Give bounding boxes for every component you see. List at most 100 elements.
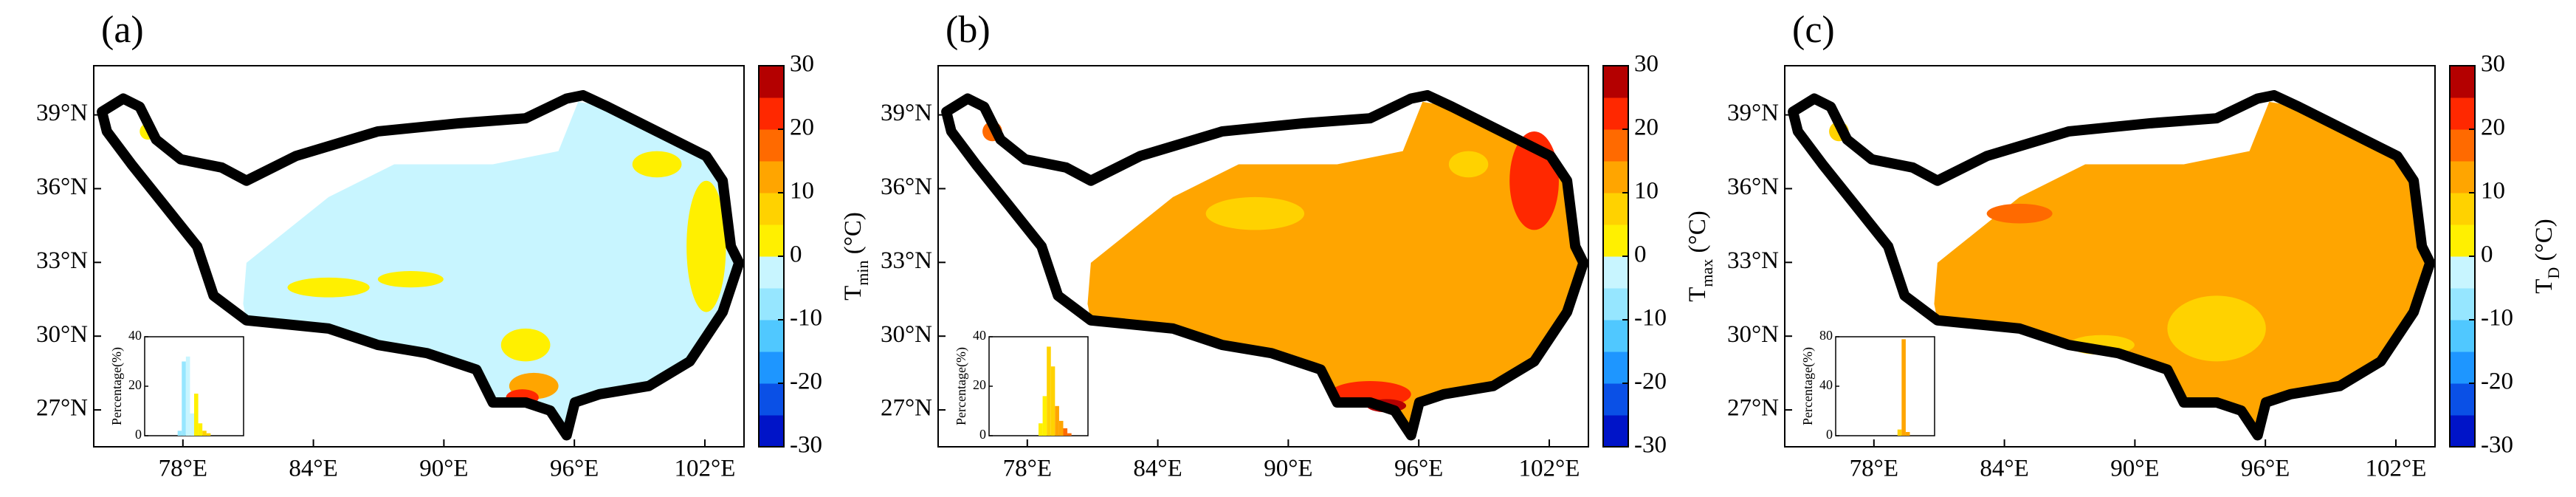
colorbar-segment [1603, 193, 1628, 225]
colorbar-unit: (°C) [840, 212, 867, 260]
colorbar-segment [2450, 66, 2475, 98]
colorbar-segment [759, 161, 784, 193]
inset-y-label: Percentage(%) [109, 347, 125, 425]
colorbar-tick-label: 30 [790, 51, 814, 78]
x-tick-label: 102°E [675, 456, 736, 482]
colorbar-symbol: T [1684, 287, 1711, 302]
panel: (b) 78°E 84°E 90°E 96°E 102°E 27°N 30°N 33°N 36°N… [881, 9, 1716, 482]
colorbar-segment [2450, 320, 2475, 352]
map-field [1934, 101, 2431, 436]
colorbar-tick-label: -20 [790, 369, 822, 395]
inset-y-tick-label: 40 [973, 328, 986, 343]
colorbar-segment [2450, 97, 2475, 130]
x-tick-label: 78°E [1003, 456, 1052, 482]
colorbar-tick-label: -20 [1634, 369, 1667, 395]
plateau-outline [941, 90, 1589, 441]
y-tick-label: 33°N [36, 247, 88, 274]
colorbar-segment [759, 383, 784, 416]
colorbar-tick-label: 10 [790, 178, 814, 205]
colorbar-segment [1603, 97, 1628, 130]
colorbar-segment [759, 352, 784, 384]
colorbar-unit: (°C) [2531, 219, 2558, 267]
colorbar-tick-label: 0 [790, 241, 802, 268]
inset-y-tick-label: 40 [128, 328, 142, 343]
y-tick-label: 39°N [881, 100, 932, 126]
histogram-bar [206, 433, 211, 436]
x-tick-label: 96°E [2241, 456, 2290, 482]
y-tick-label: 36°N [36, 174, 88, 200]
colorbar-segment [2450, 224, 2475, 257]
x-tick-label: 96°E [550, 456, 599, 482]
colorbar-tick-label: -10 [790, 305, 822, 332]
colorbar-segment [2450, 352, 2475, 384]
colorbar-segment [2450, 415, 2475, 448]
colorbar-symbol: T [2531, 279, 2558, 294]
colorbar-segment [1603, 224, 1628, 257]
histogram-bar [1063, 428, 1068, 436]
histogram-bar [1055, 405, 1059, 436]
colorbar-segment [1603, 415, 1628, 448]
panel-label: (c) [1792, 9, 1835, 51]
x-tick-label: 84°E [1980, 456, 2028, 482]
map-patch [632, 151, 682, 178]
y-tick-label: 33°N [1727, 247, 1779, 274]
colorbar-segment [1603, 352, 1628, 384]
y-tick-label: 36°N [881, 174, 932, 200]
colorbar-tick-label: 20 [1634, 114, 1659, 141]
y-tick-label: 33°N [881, 247, 932, 274]
x-tick-label: 96°E [1394, 456, 1443, 482]
colorbar-tick-label: 10 [2481, 178, 2505, 205]
colorbar-segment [1603, 383, 1628, 416]
histogram-bar [190, 413, 194, 436]
map-field [1087, 101, 1584, 436]
colorbar-segment [1603, 288, 1628, 321]
inset-y-tick-label: 20 [973, 377, 986, 392]
histogram-bar [198, 423, 203, 436]
inset: 0 20 40 Percentage(%) [954, 328, 1089, 442]
histogram-bar [1042, 396, 1047, 436]
plateau-outline [97, 90, 745, 441]
x-tick-label: 102°E [1519, 456, 1580, 482]
colorbar-segment [759, 224, 784, 257]
colorbar-segment [1603, 161, 1628, 193]
colorbar-segment [1603, 320, 1628, 352]
inset-frame [988, 336, 1089, 436]
colorbar-subscript: D [2544, 267, 2563, 279]
map-field [243, 101, 740, 436]
map-patch [2167, 295, 2266, 362]
map-patch [1205, 196, 1305, 230]
inset-y-label: Percentage(%) [954, 347, 969, 425]
colorbar-segment [759, 320, 784, 352]
colorbar-tick-label: 20 [2481, 114, 2505, 141]
colorbar-segment [759, 129, 784, 162]
map-patch [1986, 203, 2053, 224]
map-patch [287, 277, 370, 298]
y-tick-label: 39°N [36, 100, 88, 126]
histogram-bar [1901, 339, 1906, 436]
colorbar-tick-label: -30 [2481, 432, 2513, 459]
y-tick-label: 30°N [881, 321, 932, 348]
map-patch [500, 328, 551, 362]
y-tick-label: 39°N [1727, 100, 1779, 126]
panel: (a) 78°E 84°E 90°E 96°E 102°E 27°N 30°N 33°N 36°N… [36, 9, 872, 482]
map-patch [1448, 151, 1489, 178]
y-tick-label: 27°N [1727, 395, 1779, 422]
x-tick-label: 90°E [419, 456, 468, 482]
y-tick-label: 36°N [1727, 174, 1779, 200]
histogram-bar [1897, 429, 1902, 436]
colorbar-tick-label: -10 [2481, 305, 2513, 332]
colorbar-segment [2450, 193, 2475, 225]
colorbar-tick-label: -30 [1634, 432, 1667, 459]
panel: (c) 78°E 84°E 90°E 96°E 102°E 27°N 30°N 33°N 36°N… [1727, 9, 2563, 482]
y-tick-label: 27°N [36, 395, 88, 422]
x-tick-label: 84°E [289, 456, 337, 482]
colorbar-tick-label: 20 [790, 114, 814, 141]
x-tick-label: 84°E [1133, 456, 1182, 482]
colorbar-segment [2450, 161, 2475, 193]
colorbar-segment [2450, 256, 2475, 289]
colorbar-tick-label: 30 [2481, 51, 2505, 78]
x-tick-label: 78°E [159, 456, 207, 482]
x-tick-label: 90°E [1264, 456, 1312, 482]
